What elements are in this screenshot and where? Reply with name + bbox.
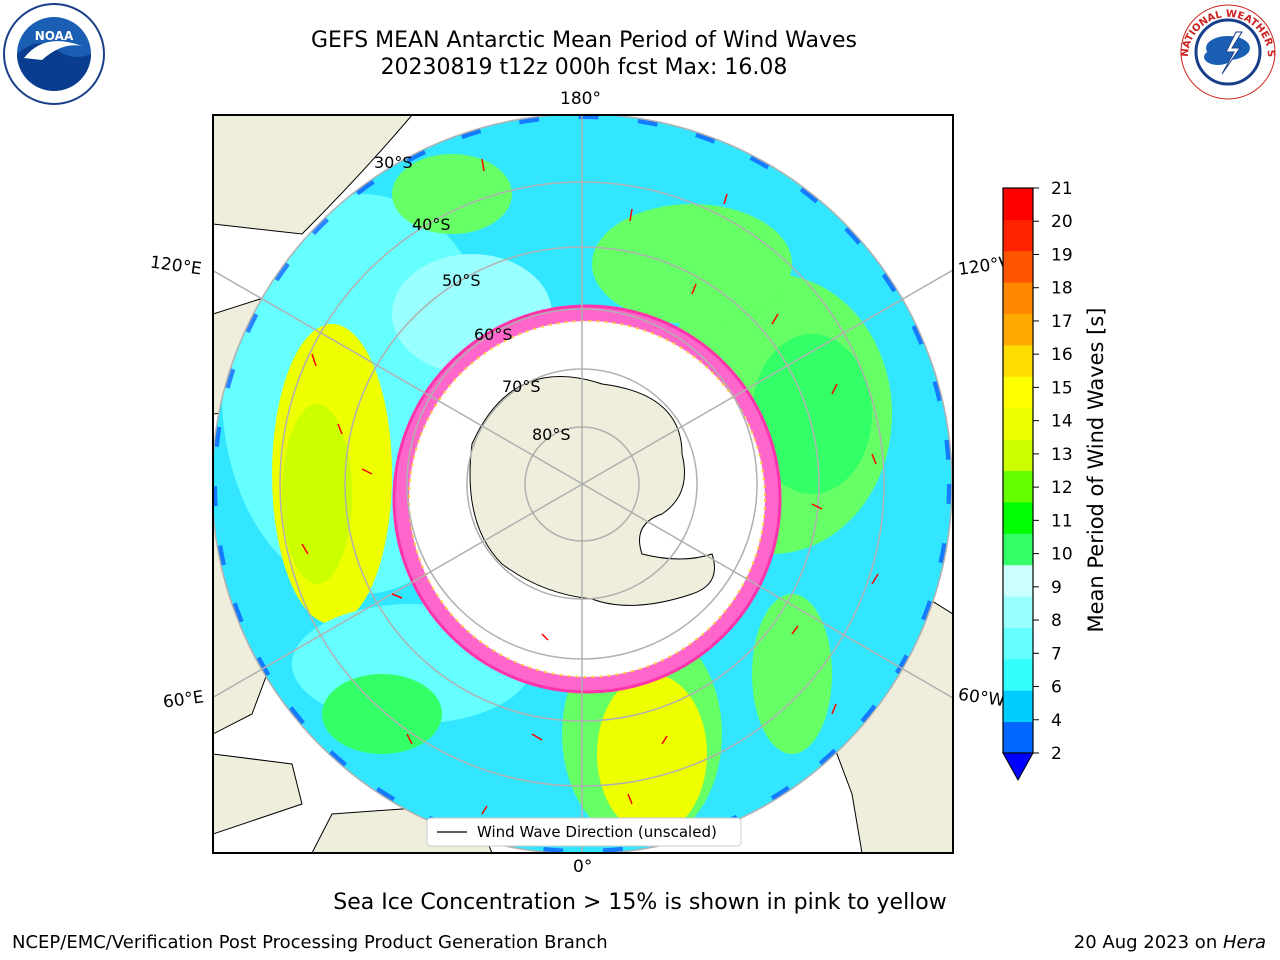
chart-title-line2: 20230819 t12z 000h fcst Max: 16.08 (380, 55, 788, 80)
nws-logo: NATIONAL WEATHER SERVICE (1178, 2, 1276, 100)
lat-label-70s: 70°S (502, 377, 541, 396)
colorbar: 2 4 6 7 8 9 10 11 12 13 14 15 16 17 18 19 20 21 (1002, 180, 1073, 782)
colorbar-tick-label: 20 (1051, 212, 1073, 232)
lon-label-60e: 60°E (161, 687, 206, 713)
colorbar-frame (1002, 187, 1034, 754)
colorbar-tick-label: 2 (1051, 744, 1062, 764)
vector-legend: Wind Wave Direction (unscaled) (426, 817, 742, 847)
lat-label-60s: 60°S (474, 325, 513, 344)
colorbar-tick-label: 13 (1051, 445, 1073, 465)
colorbar-segment (1003, 533, 1033, 566)
colorbar-tick-label: 6 (1051, 678, 1062, 698)
colorbar-segment (1003, 596, 1033, 628)
polar-map: 30°S 40°S 50°S 60°S 70°S 80°S Wind Wave … (212, 114, 954, 854)
lon-label-180: 180° (560, 89, 601, 109)
colorbar-tick-label: 19 (1051, 245, 1073, 265)
colorbar-tick-label: 10 (1051, 545, 1073, 565)
colorbar-tick-label: 21 (1051, 180, 1073, 199)
footer-date: 20 Aug 2023 on Hera (1074, 932, 1266, 953)
colorbar-ticks: 2 4 6 7 8 9 10 11 12 13 14 15 16 17 18 19 20 21 (1033, 180, 1073, 764)
colorbar-segment (1003, 721, 1033, 754)
colorbar-segment (1003, 658, 1033, 691)
noaa-logo-text: NOAA (35, 29, 74, 43)
colorbar-segment (1003, 188, 1033, 220)
sea-ice-note: Sea Ice Concentration > 15% is shown in … (333, 890, 947, 915)
colorbar-tick-label: 14 (1051, 412, 1073, 432)
legend-label: Wind Wave Direction (unscaled) (477, 823, 717, 841)
colorbar-extend-arrow (1002, 752, 1034, 782)
colorbar-segment (1003, 501, 1033, 534)
colorbar-tick-label: 16 (1051, 345, 1073, 365)
lon-label-0: 0° (573, 857, 593, 877)
colorbar-tick-label: 9 (1051, 578, 1062, 598)
colorbar-label: Mean Period of Wind Waves [s] (1084, 307, 1108, 633)
colorbar-segment (1003, 690, 1033, 723)
footer-credit: NCEP/EMC/Verification Post Processing Pr… (12, 932, 608, 953)
footer-machine: Hera (1222, 932, 1266, 953)
colorbar-segment (1003, 376, 1033, 409)
colorbar-segment (1003, 219, 1033, 252)
colorbar-segment (1003, 313, 1033, 346)
colorbar-tick-label: 18 (1051, 279, 1073, 299)
colorbar-tick-label: 17 (1051, 312, 1073, 332)
wind-vectors (301, 158, 879, 815)
map-frame (212, 114, 954, 854)
colorbar-segment (1003, 627, 1033, 660)
colorbar-segment (1003, 250, 1033, 283)
colorbar-segments (1003, 188, 1033, 754)
lat-label-40s: 40°S (412, 215, 451, 234)
lat-label-80s: 80°S (532, 425, 571, 444)
colorbar-tick-label: 12 (1051, 478, 1073, 498)
lon-label-120e: 120°E (148, 252, 203, 280)
footer-date-text: 20 Aug 2023 on (1073, 932, 1223, 953)
colorbar-tick-label: 15 (1051, 378, 1073, 398)
colorbar-tick-label: 11 (1051, 511, 1073, 531)
lat-label-30s: 30°S (374, 153, 413, 172)
colorbar-segment (1003, 439, 1033, 471)
colorbar-segment (1003, 407, 1033, 440)
colorbar-segment (1003, 344, 1033, 377)
colorbar-tick-label: 7 (1051, 644, 1062, 664)
colorbar-tick-label: 8 (1051, 611, 1062, 631)
noaa-logo: NOAA (3, 3, 105, 105)
colorbar-segment (1003, 282, 1033, 315)
colorbar-segment (1003, 470, 1033, 503)
lat-label-50s: 50°S (442, 271, 481, 290)
colorbar-tick-label: 4 (1051, 711, 1062, 731)
colorbar-segment (1003, 564, 1033, 597)
chart-title-line1: GEFS MEAN Antarctic Mean Period of Wind … (311, 28, 857, 53)
